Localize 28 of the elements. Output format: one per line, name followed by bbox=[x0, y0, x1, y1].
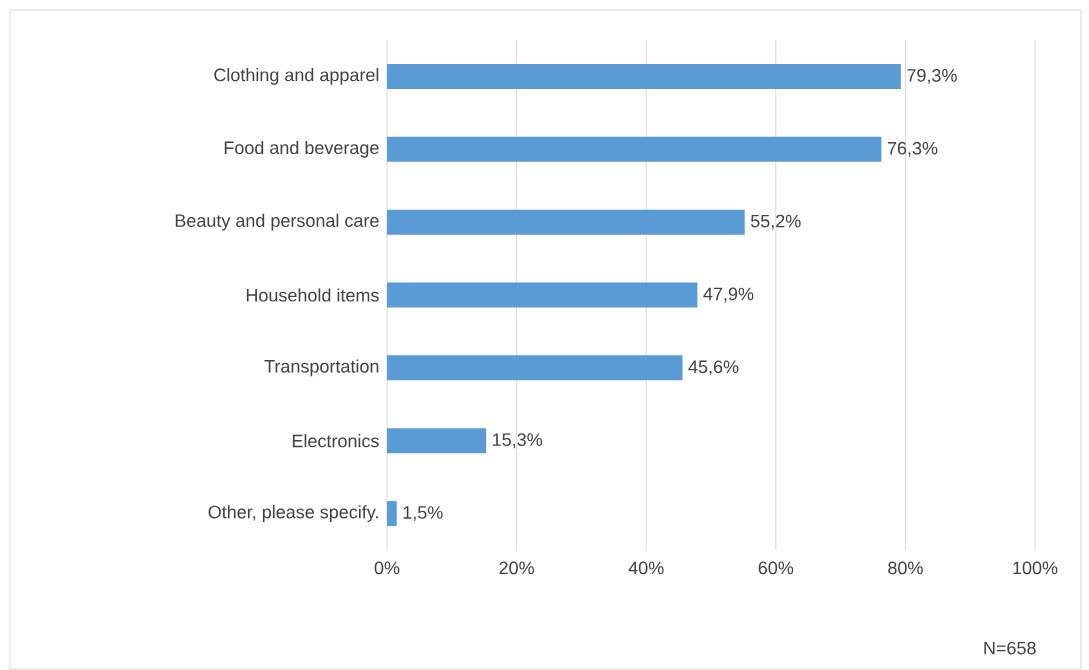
data-label: 15,3% bbox=[493, 433, 543, 449]
data-label: 47,9% bbox=[703, 287, 754, 303]
data-label: 55,2% bbox=[750, 214, 801, 230]
bar bbox=[387, 282, 698, 308]
bar bbox=[387, 63, 901, 89]
y-tick-label: Clothing and apparel bbox=[214, 68, 379, 85]
y-tick-label: Transportation bbox=[264, 359, 379, 377]
text: N=658 bbox=[984, 641, 1036, 655]
y-tick-label: Beauty and personal care bbox=[175, 213, 379, 231]
x-tick-label: 60% bbox=[758, 561, 794, 575]
y-tick-label: Electronics bbox=[292, 434, 379, 448]
x-tick-label: 40% bbox=[628, 561, 664, 575]
y-tick-label: Other, please specify. bbox=[208, 505, 378, 522]
y-tick-label: Food and beverage bbox=[224, 140, 379, 158]
x-tick-label: 80% bbox=[888, 561, 923, 575]
data-label: 1,5% bbox=[403, 506, 443, 521]
bar bbox=[387, 501, 397, 527]
x-tick-label: 100% bbox=[1013, 561, 1058, 575]
bar bbox=[387, 136, 882, 162]
x-tick-label: 0% bbox=[374, 561, 400, 575]
y-tick-label: Household items bbox=[246, 288, 379, 302]
bar bbox=[387, 355, 683, 381]
bar bbox=[387, 428, 487, 454]
x-tick-label: 20% bbox=[499, 561, 534, 575]
data-label: 79,3% bbox=[907, 68, 957, 84]
data-label: 45,6% bbox=[688, 360, 739, 376]
data-label: 76,3% bbox=[887, 141, 938, 157]
bar bbox=[387, 209, 745, 235]
